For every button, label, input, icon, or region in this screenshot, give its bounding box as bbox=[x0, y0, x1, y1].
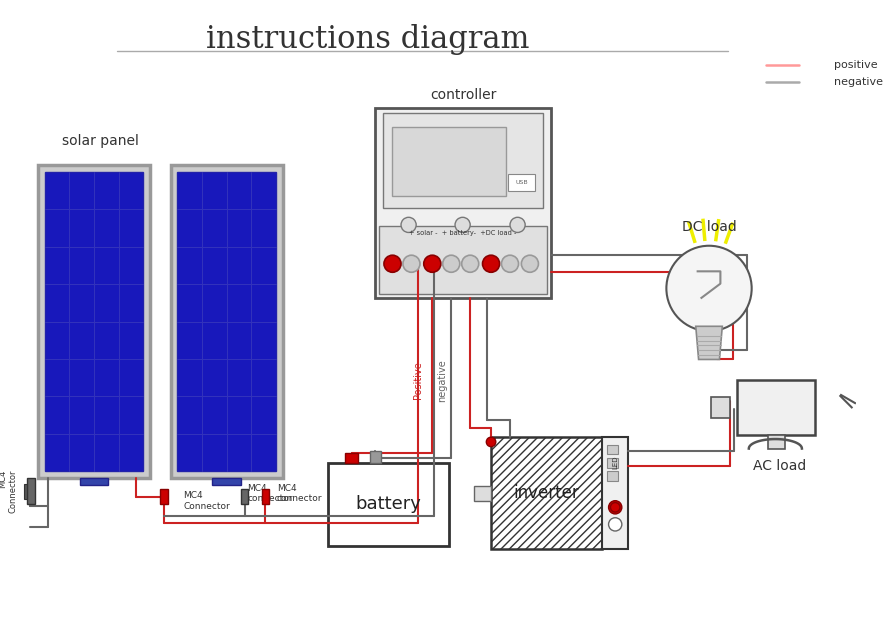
Text: battery: battery bbox=[356, 495, 421, 514]
Text: inverter: inverter bbox=[513, 484, 580, 502]
FancyBboxPatch shape bbox=[474, 485, 491, 501]
FancyBboxPatch shape bbox=[508, 174, 535, 191]
Text: controller: controller bbox=[430, 88, 496, 102]
FancyBboxPatch shape bbox=[711, 398, 730, 418]
Circle shape bbox=[482, 255, 499, 272]
Text: instructions diagram: instructions diagram bbox=[206, 24, 529, 55]
Circle shape bbox=[521, 255, 538, 272]
Text: AC load: AC load bbox=[753, 458, 807, 473]
Text: solar panel: solar panel bbox=[62, 134, 139, 149]
FancyBboxPatch shape bbox=[80, 478, 108, 485]
FancyBboxPatch shape bbox=[44, 172, 143, 472]
FancyBboxPatch shape bbox=[737, 381, 815, 435]
Circle shape bbox=[609, 501, 622, 514]
Text: USB: USB bbox=[515, 180, 527, 185]
Circle shape bbox=[666, 246, 751, 331]
Circle shape bbox=[611, 503, 620, 512]
Circle shape bbox=[442, 255, 460, 272]
Polygon shape bbox=[696, 326, 722, 359]
FancyBboxPatch shape bbox=[262, 489, 269, 505]
FancyBboxPatch shape bbox=[602, 437, 628, 549]
Circle shape bbox=[487, 437, 496, 446]
Circle shape bbox=[384, 255, 401, 272]
FancyBboxPatch shape bbox=[212, 478, 241, 485]
Text: MC4
connector: MC4 connector bbox=[277, 483, 322, 503]
FancyBboxPatch shape bbox=[375, 108, 550, 298]
FancyBboxPatch shape bbox=[383, 113, 543, 208]
Text: negative: negative bbox=[437, 359, 447, 402]
Text: positive: positive bbox=[835, 60, 878, 70]
Circle shape bbox=[424, 255, 441, 272]
FancyBboxPatch shape bbox=[177, 172, 276, 472]
FancyBboxPatch shape bbox=[491, 437, 602, 549]
FancyBboxPatch shape bbox=[768, 435, 785, 448]
Text: MC4
connector: MC4 connector bbox=[248, 483, 293, 503]
FancyBboxPatch shape bbox=[370, 451, 381, 463]
Circle shape bbox=[401, 218, 416, 233]
FancyBboxPatch shape bbox=[392, 127, 506, 196]
Circle shape bbox=[609, 518, 622, 531]
FancyBboxPatch shape bbox=[241, 489, 249, 505]
FancyBboxPatch shape bbox=[160, 489, 168, 505]
Text: MC4
Connector: MC4 Connector bbox=[183, 491, 230, 510]
Text: LED: LED bbox=[612, 455, 619, 468]
Text: + solar -  + battery-  +DC load -: + solar - + battery- +DC load - bbox=[410, 230, 517, 236]
FancyBboxPatch shape bbox=[24, 483, 27, 499]
FancyBboxPatch shape bbox=[379, 226, 547, 294]
Text: Positive: Positive bbox=[413, 361, 423, 399]
FancyBboxPatch shape bbox=[345, 453, 358, 463]
Circle shape bbox=[455, 218, 470, 233]
Circle shape bbox=[403, 255, 420, 272]
FancyBboxPatch shape bbox=[607, 458, 618, 468]
FancyBboxPatch shape bbox=[171, 165, 282, 478]
Circle shape bbox=[462, 255, 479, 272]
Text: negative: negative bbox=[835, 76, 883, 87]
FancyBboxPatch shape bbox=[27, 478, 35, 505]
Circle shape bbox=[502, 255, 519, 272]
FancyBboxPatch shape bbox=[607, 445, 618, 454]
Circle shape bbox=[510, 218, 525, 233]
FancyBboxPatch shape bbox=[607, 472, 618, 481]
Text: DC load: DC load bbox=[681, 220, 736, 234]
Text: MC4
Connector: MC4 Connector bbox=[0, 470, 17, 513]
FancyBboxPatch shape bbox=[38, 165, 150, 478]
FancyBboxPatch shape bbox=[328, 463, 450, 546]
